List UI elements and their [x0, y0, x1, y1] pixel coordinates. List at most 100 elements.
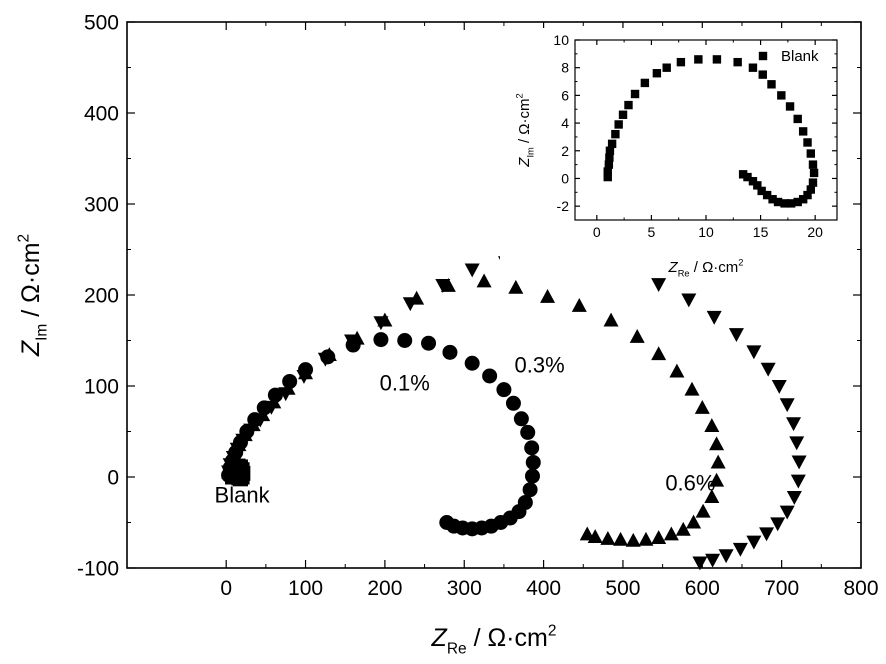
inset-y-tick-label: 2 — [561, 143, 569, 159]
inset-x-tick-label: 15 — [753, 224, 769, 240]
data-point — [508, 279, 524, 294]
inset-data-point — [773, 197, 783, 207]
data-point — [759, 527, 775, 542]
data-point — [278, 387, 294, 402]
data-point — [709, 436, 725, 451]
inset-data-point — [768, 195, 777, 204]
data-point — [692, 556, 708, 571]
inset-data-point — [624, 100, 633, 110]
y-tick-label: 200 — [84, 285, 119, 308]
x-tick-label: 500 — [605, 577, 640, 600]
main-plot: 0 100 200 300 400 500 600 700 800-10001002003004… — [16, 12, 879, 658]
inset-data-point — [611, 129, 620, 139]
inset-data-point — [808, 160, 818, 169]
data-point — [770, 517, 786, 532]
data-point — [263, 400, 279, 415]
data-point — [706, 310, 722, 325]
inset-background — [500, 28, 850, 278]
data-point — [789, 436, 805, 451]
data-point — [746, 535, 762, 550]
data-point — [252, 413, 268, 428]
inset-data-point — [712, 55, 722, 64]
inset-data-point — [676, 57, 686, 67]
data-point — [771, 380, 787, 394]
inset-data-point — [603, 172, 612, 182]
inset-legend-label: Blank — [781, 48, 819, 65]
x-tick-label: 400 — [526, 577, 561, 600]
data-point — [779, 398, 795, 413]
data-point — [442, 344, 458, 360]
data-point — [651, 530, 667, 544]
data-point — [522, 482, 538, 498]
inset-data-point — [748, 177, 758, 186]
data-point — [791, 455, 807, 470]
data-point — [464, 263, 480, 278]
x-tick-label: 700 — [764, 577, 799, 600]
inset-data-point — [798, 127, 808, 136]
inset-data-point — [630, 89, 640, 99]
data-point — [505, 395, 521, 411]
inset-data-point — [793, 197, 802, 207]
data-point — [613, 531, 629, 546]
data-point — [579, 526, 595, 541]
inset-data-point — [640, 78, 650, 88]
data-point — [482, 368, 498, 384]
data-point — [686, 514, 702, 529]
data-point — [790, 474, 806, 489]
inset-data-point — [605, 146, 615, 155]
data-point — [786, 491, 802, 505]
data-point — [520, 424, 536, 440]
data-point — [344, 334, 360, 349]
inset-data-point — [809, 168, 819, 178]
inset-data-point — [604, 160, 614, 169]
data-point — [638, 531, 654, 546]
data-point — [705, 553, 721, 568]
data-point — [296, 369, 312, 384]
data-point — [651, 278, 667, 292]
inset-data-point — [652, 69, 662, 78]
data-point — [669, 363, 685, 378]
data-point — [421, 335, 437, 351]
y-tick-label: 500 — [84, 12, 119, 35]
y-tick-label: 400 — [84, 103, 119, 126]
data-point — [681, 293, 697, 308]
data-point — [629, 328, 645, 343]
data-point — [373, 316, 389, 331]
inset-y-tick-label: 8 — [561, 60, 569, 76]
data-point — [525, 454, 541, 470]
data-point — [513, 411, 529, 427]
data-point — [718, 549, 734, 564]
data-point — [524, 468, 540, 484]
inset-data-point — [694, 55, 703, 64]
inset-y-tick-label: 0 — [561, 171, 569, 187]
inset-data-point — [793, 114, 802, 124]
data-point — [476, 273, 492, 288]
inset-data-point — [767, 80, 776, 89]
series-0-3- — [221, 273, 726, 547]
y-tick-label: -100 — [77, 558, 119, 581]
inset-legend-marker — [758, 51, 768, 61]
data-point — [439, 515, 455, 530]
inset-data-point — [762, 190, 772, 200]
inset-data-point — [605, 153, 614, 162]
inset-legend: Blank — [758, 48, 819, 65]
data-point — [684, 381, 700, 396]
inset-y-tick-label: -2 — [557, 198, 570, 214]
data-point — [464, 355, 480, 371]
data-point — [496, 382, 512, 398]
x-tick-label: 300 — [447, 577, 482, 600]
x-tick-label: 0 — [220, 577, 232, 600]
inset-x-tick-label: 10 — [698, 224, 714, 240]
data-point — [675, 521, 691, 536]
inset-data-point — [614, 120, 623, 129]
data-point — [243, 423, 259, 438]
data-point — [603, 312, 619, 327]
x-tick-label: 200 — [367, 577, 402, 600]
inset-data-point — [786, 199, 796, 208]
y-tick-label: 0 — [107, 467, 119, 490]
data-point — [663, 526, 679, 541]
data-point — [571, 298, 587, 312]
data-point — [229, 442, 245, 457]
data-point — [732, 542, 748, 557]
data-point — [651, 346, 667, 361]
